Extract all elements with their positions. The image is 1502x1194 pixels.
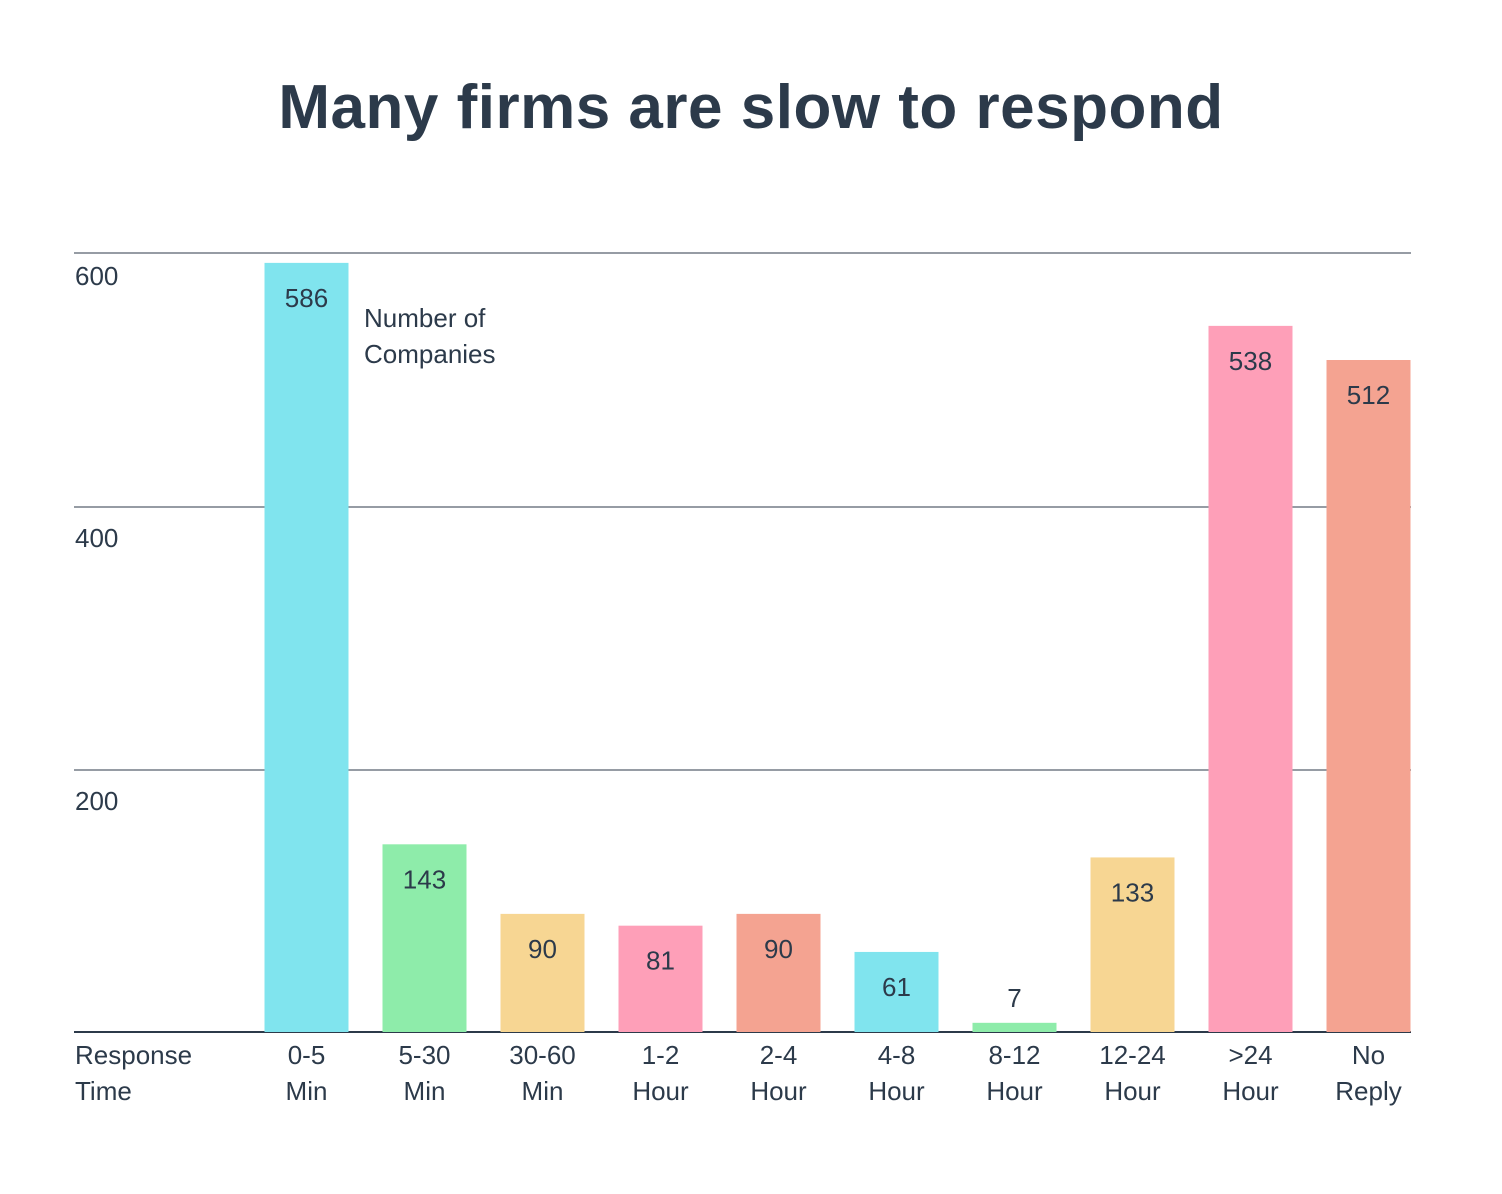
x-tick-label-5: 4-8 Hour (868, 1040, 925, 1106)
x-tick-label-6: 8-12 Hour (986, 1040, 1043, 1106)
bar-value-label-2: 90 (528, 934, 557, 964)
bar-7 (1090, 857, 1175, 1032)
x-axis-label: Response Time (75, 1040, 192, 1106)
bar-value-label-8: 538 (1229, 346, 1272, 376)
bar-value-label-1: 143 (403, 864, 446, 894)
bar-value-label-4: 90 (764, 934, 793, 964)
x-tick-label-8: >24 Hour (1222, 1040, 1279, 1106)
bar-value-label-7: 133 (1111, 877, 1154, 907)
x-tick-label-7: 12-24 Hour (1099, 1040, 1166, 1106)
bars (264, 262, 1411, 1032)
bar-6 (972, 1022, 1057, 1032)
bar-value-label-5: 61 (882, 972, 911, 1002)
x-tick-label-4: 2-4 Hour (750, 1040, 807, 1106)
bar-value-label-9: 512 (1347, 380, 1390, 410)
bar-1 (382, 844, 467, 1032)
bar-0 (264, 262, 349, 1032)
x-tick-label-3: 1-2 Hour (632, 1040, 689, 1106)
bar-value-label-6: 7 (1007, 983, 1021, 1013)
y-axis-label: Number of Companies (364, 303, 496, 369)
y-tick-label-200: 200 (75, 786, 118, 816)
x-tick-label-0: 0-5 Min (286, 1040, 328, 1106)
bar-8 (1208, 325, 1293, 1032)
bar-2 (500, 913, 585, 1032)
bar-5 (854, 951, 939, 1032)
bar-value-label-3: 81 (646, 946, 675, 976)
chart-title: Many firms are slow to respond (278, 73, 1224, 142)
bar-4 (736, 913, 821, 1032)
y-tick-label-400: 400 (75, 523, 118, 553)
bar-value-label-0: 586 (285, 283, 328, 313)
x-tick-label-1: 5-30 Min (398, 1040, 450, 1106)
x-tick-label-9: No Reply (1335, 1040, 1401, 1106)
bar-9 (1326, 360, 1411, 1032)
labels: 200 400 600 586 0-5 Min 143 5-30 Min 90 30-60 Min 81… (75, 261, 1402, 1106)
x-tick-label-2: 30-60 Min (509, 1040, 576, 1106)
y-tick-label-600: 600 (75, 261, 118, 291)
bar-3 (618, 925, 703, 1032)
